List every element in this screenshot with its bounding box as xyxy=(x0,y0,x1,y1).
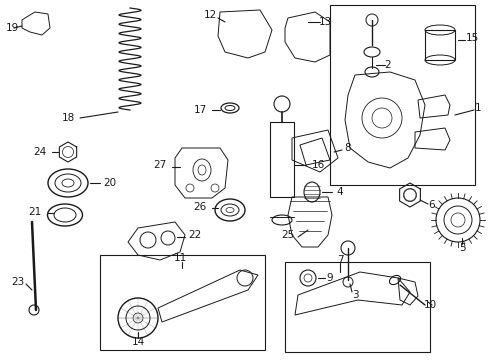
Text: 10: 10 xyxy=(423,300,437,310)
Text: 21: 21 xyxy=(28,207,42,217)
Text: 7: 7 xyxy=(337,255,343,265)
Text: 24: 24 xyxy=(33,147,47,157)
Text: 16: 16 xyxy=(311,160,325,170)
Text: 3: 3 xyxy=(352,290,358,300)
Text: 26: 26 xyxy=(194,202,207,212)
Text: 1: 1 xyxy=(475,103,481,113)
Text: 19: 19 xyxy=(5,23,19,33)
Bar xyxy=(425,30,455,60)
Bar xyxy=(330,5,475,185)
Text: 17: 17 xyxy=(194,105,207,115)
Text: 25: 25 xyxy=(281,230,294,240)
Text: 23: 23 xyxy=(11,277,24,287)
Text: 22: 22 xyxy=(188,230,201,240)
Text: 6: 6 xyxy=(429,200,435,210)
Bar xyxy=(100,255,265,350)
Text: 13: 13 xyxy=(318,17,332,27)
Text: 15: 15 xyxy=(466,33,479,43)
Bar xyxy=(285,262,430,352)
Text: 4: 4 xyxy=(337,187,343,197)
Text: 27: 27 xyxy=(153,160,167,170)
Text: 5: 5 xyxy=(459,243,466,253)
Text: 11: 11 xyxy=(173,253,187,263)
Text: 20: 20 xyxy=(103,178,117,188)
Text: 8: 8 xyxy=(344,143,351,153)
Text: 9: 9 xyxy=(327,273,333,283)
Text: 2: 2 xyxy=(385,60,392,70)
Text: 18: 18 xyxy=(61,113,74,123)
Bar xyxy=(270,122,294,197)
Text: 14: 14 xyxy=(131,337,145,347)
Text: 12: 12 xyxy=(203,10,217,20)
